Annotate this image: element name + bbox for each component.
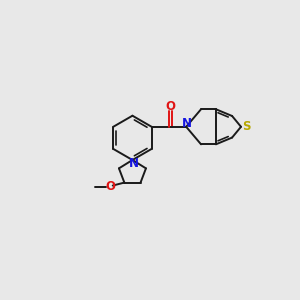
- Text: N: N: [128, 157, 139, 170]
- Text: N: N: [182, 117, 192, 130]
- Text: O: O: [105, 180, 115, 193]
- Text: S: S: [242, 120, 250, 133]
- Text: O: O: [166, 100, 176, 113]
